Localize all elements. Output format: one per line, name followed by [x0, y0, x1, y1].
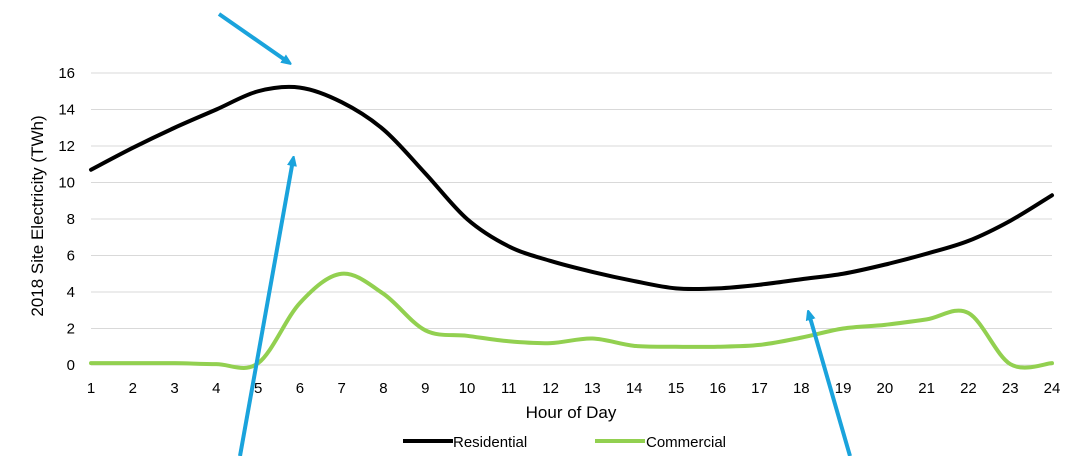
y-tick-label: 0: [67, 357, 75, 374]
x-tick-label: 11: [501, 380, 517, 397]
x-tick-label: 20: [877, 380, 894, 397]
y-tick-label: 6: [67, 248, 75, 265]
y-tick-label: 16: [58, 65, 75, 82]
y-tick-label: 8: [67, 211, 75, 228]
x-tick-label: 17: [751, 380, 768, 397]
legend-label-residential: Residential: [453, 434, 527, 451]
x-tick-label: 10: [459, 380, 476, 397]
legend-label-commercial: Commercial: [646, 434, 726, 451]
x-tick-label: 3: [170, 380, 178, 397]
x-tick-label: 21: [918, 380, 935, 397]
legend: Residential Commercial: [403, 434, 726, 451]
y-tick-label: 10: [58, 175, 75, 192]
annotation-arrows: [217, 12, 852, 456]
x-tick-label: 16: [709, 380, 726, 397]
x-tick-label: 14: [626, 380, 643, 397]
x-tick-label: 4: [212, 380, 220, 397]
gridlines: [91, 72, 1052, 329]
series-line-commercial: [89, 271, 1054, 370]
x-tick-label: 15: [668, 380, 685, 397]
x-axis-ticks: 1 2 3 4 5 6 7 8 9 10 11 12 13 14 15 16 17 18 19 20 21 22 23 24: [87, 380, 1061, 397]
x-tick-label: 22: [960, 380, 977, 397]
annotation-arrow-morning: [238, 160, 293, 456]
y-tick-label: 12: [58, 138, 75, 155]
series-lines: [89, 84, 1054, 370]
y-tick-label: 4: [67, 284, 75, 301]
x-axis-title: Hour of Day: [526, 403, 617, 422]
annotation-arrow-peak: [217, 12, 288, 62]
x-tick-label: 5: [254, 380, 262, 397]
x-tick-label: 24: [1044, 380, 1061, 397]
x-tick-label: 6: [296, 380, 304, 397]
y-axis-title: 2018 Site Electricity (TWh): [28, 115, 47, 316]
x-tick-label: 23: [1002, 380, 1019, 397]
x-tick-label: 7: [338, 380, 346, 397]
y-axis-ticks: 0 2 4 6 8 10 12 14 16: [58, 65, 75, 374]
x-tick-label: 12: [542, 380, 559, 397]
x-tick-label: 8: [379, 380, 387, 397]
x-tick-label: 2: [129, 380, 137, 397]
x-tick-label: 1: [87, 380, 95, 397]
x-tick-label: 18: [793, 380, 810, 397]
x-tick-label: 13: [584, 380, 601, 397]
x-tick-label: 19: [835, 380, 852, 397]
x-tick-label: 9: [421, 380, 429, 397]
y-tick-label: 14: [58, 102, 75, 119]
series-line-residential: [89, 84, 1054, 292]
y-tick-label: 2: [67, 321, 75, 338]
annotation-arrow-evening: [809, 314, 852, 456]
